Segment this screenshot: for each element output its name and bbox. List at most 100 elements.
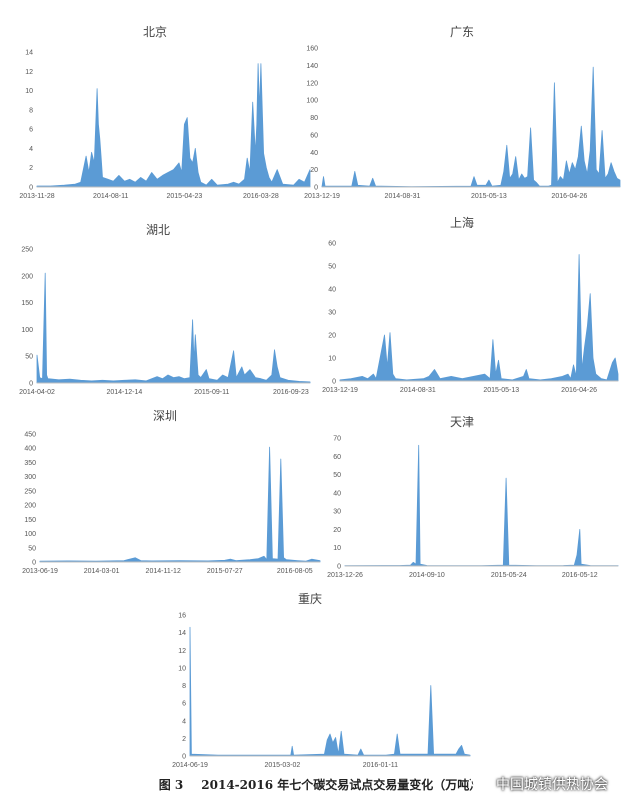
y-tick-label: 60 (333, 454, 341, 461)
series-area (321, 66, 621, 188)
x-tick-label: 2013-12-26 (327, 572, 363, 579)
series-area (36, 272, 311, 384)
y-tick-label: 350 (24, 460, 36, 467)
chart-2: 湖北 0 50 100 150 200 250 2014-04-02 2014-12-14 201… (19, 222, 311, 396)
x-tick-label: 2014-08-31 (400, 387, 436, 394)
x-tick-label: 2014-06-19 (172, 762, 208, 769)
y-tick-label: 10 (178, 665, 186, 672)
x-tick-label: 2015-07-27 (207, 568, 243, 575)
y-tick-label: 250 (24, 488, 36, 495)
series-area (36, 63, 311, 188)
y-tick-label: 100 (21, 327, 33, 334)
x-tick-label: 2016-03-28 (243, 193, 279, 200)
x-tick-label: 2015-05-13 (471, 193, 507, 200)
caption-label: 图 3 (158, 778, 184, 792)
y-tick-label: 70 (333, 436, 341, 443)
chart-0: 北京 0 2 4 6 8 10 12 14 2013-11-28 2014-08-11 2015-04… (19, 25, 311, 200)
watermark: 中国城镇供热协会 (470, 770, 635, 798)
y-tick-label: 16 (178, 613, 186, 620)
y-tick-label: 8 (182, 683, 186, 690)
y-tick-label: 150 (21, 300, 33, 307)
y-tick-label: 200 (24, 503, 36, 510)
x-tick-label: 2015-05-24 (491, 572, 527, 579)
y-tick-label: 40 (310, 150, 318, 157)
chart-title: 深圳 (153, 409, 177, 423)
y-tick-label: 10 (25, 88, 33, 95)
figure-caption: 图 3 2014-2016 年七个碳交易试点交易量变化（万吨） (0, 776, 640, 793)
series-area (189, 626, 471, 757)
watermark-text: 中国城镇供热协会 (496, 777, 608, 793)
y-tick-label: 160 (306, 46, 318, 53)
chart-1: 广东 0 20 40 60 80 100 120 140 160 2013-12-19 2014-08… (304, 25, 621, 200)
x-tick-label: 2014-12-14 (106, 389, 142, 396)
y-tick-label: 450 (24, 432, 36, 439)
y-tick-label: 30 (333, 509, 341, 516)
chart-5: 天津 0 10 20 30 40 50 60 70 2013-12-26 2014-09-10 201… (327, 415, 619, 579)
y-tick-label: 6 (182, 701, 186, 708)
x-tick-label: 2015-09-11 (194, 389, 229, 396)
y-tick-label: 0 (182, 754, 186, 761)
x-tick-label: 2014-09-10 (409, 572, 445, 579)
x-tick-label: 2016-08-05 (277, 568, 313, 575)
y-tick-label: 50 (328, 264, 336, 271)
x-tick-label: 2014-03-01 (84, 568, 120, 575)
y-tick-label: 0 (29, 381, 33, 388)
y-tick-label: 60 (310, 132, 318, 139)
x-tick-label: 2013-06-19 (22, 568, 58, 575)
y-tick-label: 14 (25, 50, 33, 57)
y-tick-label: 40 (333, 490, 341, 497)
y-tick-label: 0 (314, 185, 318, 192)
y-tick-label: 2 (29, 165, 33, 172)
x-tick-label: 2016-01-11 (363, 762, 398, 769)
x-tick-label: 2016-04-26 (561, 387, 597, 394)
x-tick-label: 2014-04-02 (19, 389, 55, 396)
y-tick-label: 14 (178, 630, 186, 637)
x-tick-label: 2016-04-26 (551, 193, 587, 200)
y-tick-label: 300 (24, 474, 36, 481)
y-tick-label: 100 (306, 98, 318, 105)
y-tick-label: 250 (21, 247, 33, 254)
chart-title: 北京 (143, 25, 167, 39)
series-area (344, 444, 619, 567)
y-tick-label: 12 (25, 69, 33, 76)
x-tick-label: 2015-03-02 (264, 762, 300, 769)
y-tick-label: 0 (332, 379, 336, 386)
chart-title: 天津 (450, 415, 474, 429)
x-tick-label: 2016-09-23 (273, 389, 309, 396)
y-tick-label: 80 (310, 115, 318, 122)
y-tick-label: 20 (310, 167, 318, 174)
chart-4: 深圳 0 50 100 150 200 250 300 350 400 450 2013-06-19 2… (22, 409, 321, 575)
y-tick-label: 0 (32, 560, 36, 567)
y-tick-label: 100 (24, 531, 36, 538)
x-tick-label: 2016-05-12 (562, 572, 598, 579)
wechat-icon (470, 775, 490, 792)
x-tick-label: 2013-12-19 (322, 387, 358, 394)
y-tick-label: 400 (24, 446, 36, 453)
y-tick-label: 10 (333, 545, 341, 552)
chart-title: 广东 (450, 25, 474, 39)
x-tick-label: 2013-12-19 (304, 193, 340, 200)
y-tick-label: 6 (29, 127, 33, 134)
y-tick-label: 150 (24, 517, 36, 524)
chart-title: 上海 (450, 215, 474, 230)
chart-3: 上海 0 10 20 30 40 50 60 2013-12-19 2014-08-31 2015-… (322, 215, 619, 394)
x-tick-label: 2014-08-11 (93, 193, 128, 200)
y-tick-label: 50 (28, 545, 36, 552)
series-area (39, 446, 321, 563)
y-tick-label: 0 (29, 185, 33, 192)
y-tick-label: 20 (328, 333, 336, 340)
y-tick-label: 20 (333, 527, 341, 534)
y-tick-label: 40 (328, 287, 336, 294)
y-tick-label: 0 (337, 564, 341, 571)
caption-text: 2014-2016 年七个碳交易试点交易量变化（万吨） (201, 778, 482, 792)
series-area (339, 254, 619, 382)
y-tick-label: 4 (29, 146, 33, 153)
chart-6: 重庆 0 2 4 6 8 10 12 14 16 2014-06-19 2015-03-02 2016-… (172, 592, 471, 769)
y-tick-label: 50 (333, 472, 341, 479)
x-tick-label: 2014-08-31 (385, 193, 421, 200)
y-tick-label: 120 (306, 80, 318, 87)
y-tick-label: 12 (178, 648, 186, 655)
x-tick-label: 2015-05-13 (483, 387, 519, 394)
y-tick-label: 10 (328, 356, 336, 363)
